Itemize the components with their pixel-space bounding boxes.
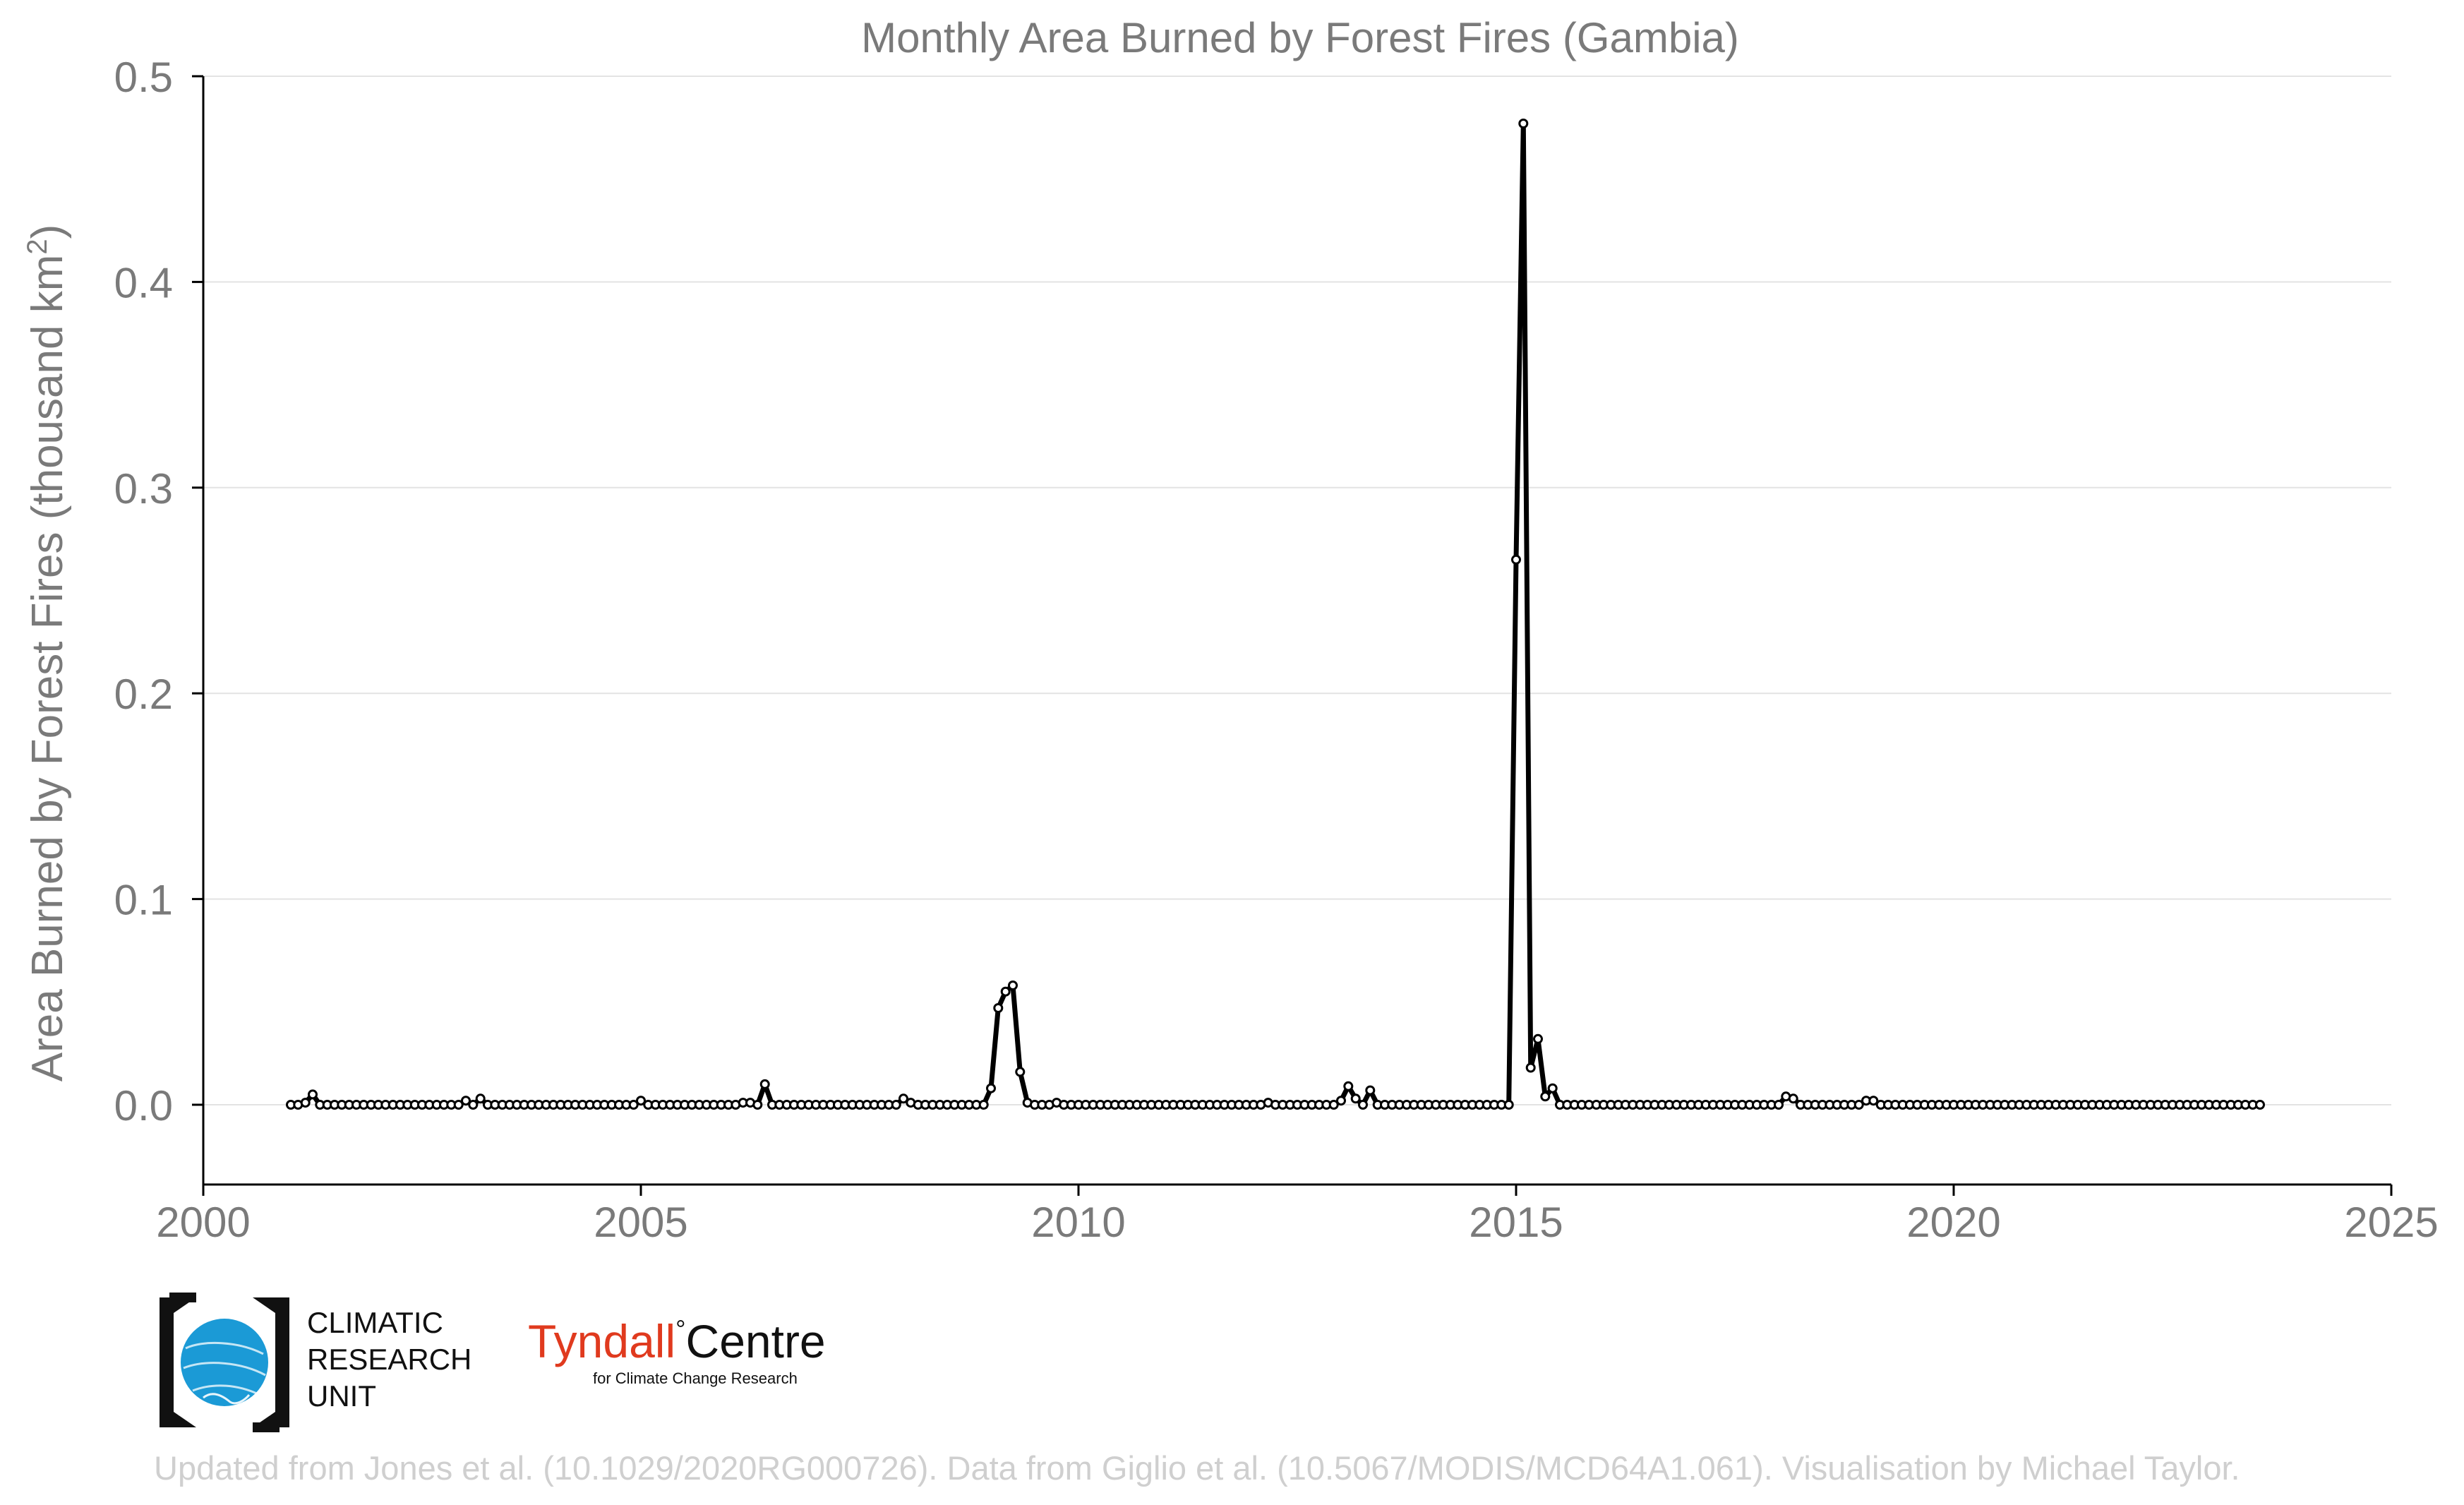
y-tick-label: 0.1 [114, 877, 173, 924]
y-tick-label: 0.0 [114, 1082, 173, 1129]
data-point [1343, 1081, 1354, 1091]
y-tick-label: 0.5 [114, 54, 173, 101]
data-point [1365, 1085, 1376, 1096]
data-point [1547, 1083, 1558, 1093]
data-point [308, 1089, 318, 1100]
cru-logo [160, 1293, 289, 1432]
tyndall-logo: Tyndall°Centre for Climate Change Resear… [528, 1314, 826, 1388]
data-point [453, 1100, 464, 1110]
data-point [461, 1096, 471, 1106]
cru-line-3: UNIT [307, 1379, 376, 1413]
data-point [978, 1100, 989, 1110]
cru-line-2: RESEARCH [307, 1343, 472, 1376]
data-point [300, 1098, 311, 1108]
cru-line-1: CLIMATIC [307, 1306, 443, 1339]
series-layer [286, 119, 2265, 1110]
data-point [759, 1079, 770, 1089]
credit-line: Updated from Jones et al. (10.1029/2020R… [154, 1449, 2240, 1487]
series-line [291, 121, 2260, 1108]
data-point [636, 1096, 646, 1106]
x-tick-label: 2005 [594, 1199, 687, 1246]
tyndall-subtitle: for Climate Change Research [593, 1369, 798, 1387]
data-point [475, 1093, 486, 1104]
y-tick-label: 0.2 [114, 671, 173, 718]
data-point [1533, 1033, 1543, 1044]
data-point [1328, 1100, 1339, 1110]
y-axis-label-main: Area Burned by Forest Fires (thousand km [23, 255, 72, 1082]
y-tick-label: 0.3 [114, 465, 173, 512]
x-tick-label: 2010 [1031, 1199, 1125, 1246]
axes: 0.0 0.1 0.2 0.3 0.4 0.5 2000 2005 2010 2015 2020 20… [114, 54, 2439, 1246]
y-tick-label: 0.4 [114, 259, 173, 306]
data-point [628, 1100, 639, 1110]
data-point [468, 1100, 479, 1110]
data-point [1774, 1100, 1784, 1110]
y-axis-label: Area Burned by Forest Fires (thousand km… [22, 224, 72, 1082]
data-point [1336, 1096, 1346, 1106]
data-point [1540, 1091, 1551, 1102]
data-point [1000, 986, 1011, 997]
tyndall-name-red: Tyndall [528, 1315, 676, 1367]
data-point [1358, 1100, 1368, 1110]
data-point [1868, 1096, 1879, 1106]
data-point [899, 1093, 908, 1104]
tyndall-degree: ° [675, 1314, 686, 1343]
x-tick-label: 2020 [1906, 1199, 2000, 1246]
tyndall-name-black: Centre [685, 1315, 826, 1367]
data-point [1525, 1062, 1536, 1073]
chart-title: Monthly Area Burned by Forest Fires (Gam… [861, 14, 1739, 61]
x-tick-label: 2025 [2344, 1199, 2438, 1246]
data-point [1015, 1067, 1026, 1077]
data-point [1350, 1093, 1361, 1104]
data-point [986, 1083, 996, 1093]
data-point [1511, 554, 1521, 565]
data-point [1853, 1100, 1864, 1110]
cru-logo-text: CLIMATIC RESEARCH UNIT [307, 1305, 471, 1415]
data-point [993, 1003, 1004, 1013]
data-point [891, 1100, 901, 1110]
y-axis-label-superscript: 2 [22, 239, 53, 254]
data-point [1008, 981, 1018, 990]
x-tick-label: 2015 [1469, 1199, 1563, 1246]
data-point [2255, 1100, 2265, 1110]
data-point [1788, 1093, 1798, 1104]
y-axis-label-close: ) [23, 224, 72, 239]
x-tick-label: 2000 [156, 1199, 250, 1246]
data-point [1518, 119, 1529, 128]
data-point [752, 1100, 763, 1110]
data-point [1503, 1100, 1514, 1110]
grid-lines [203, 76, 2391, 1105]
